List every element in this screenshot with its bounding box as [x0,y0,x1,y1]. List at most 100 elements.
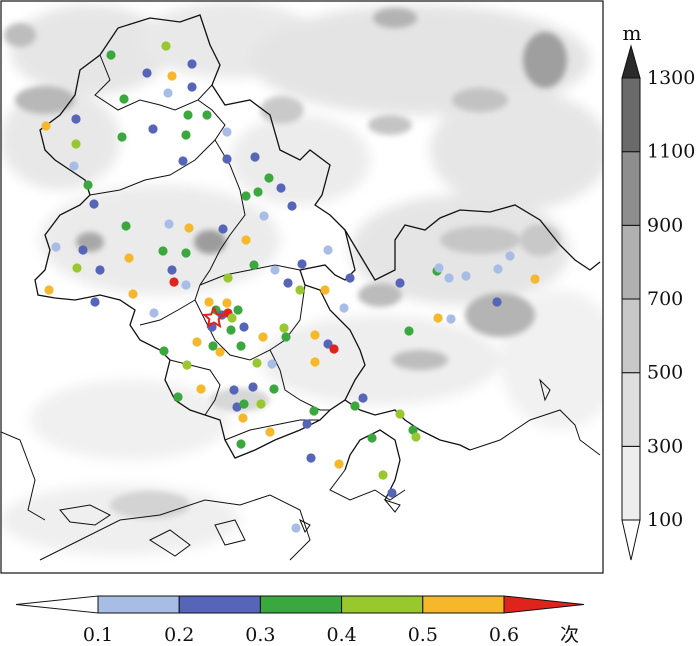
station-dot [334,459,344,469]
station-dot [358,393,368,403]
station-dot [239,322,249,332]
station-dot [258,332,268,342]
station-dot [69,161,79,171]
station-dot [241,235,251,245]
station-dot [310,357,320,367]
station-dot [223,273,233,283]
station-dot [178,156,188,166]
frequency-segment [341,595,424,614]
station-dot [320,285,330,295]
station-dot [182,360,192,370]
station-dot [256,399,266,409]
station-dot [163,88,173,98]
station-dot [187,59,197,69]
station-dot [233,305,243,315]
station-dot [350,401,360,411]
elevation-colorbar: m 100 300 500 700 900 1100 1300 [621,21,695,561]
station-dot [387,488,397,498]
station-dot [184,223,194,233]
elevation-segment [621,77,641,153]
elevation-segment [621,445,641,521]
elevation-tick-label: 1300 [647,67,695,89]
station-dot [239,399,249,409]
station-dot [253,187,263,197]
station-dot [339,303,349,313]
map-frame [0,0,604,574]
station-dot [295,285,305,295]
station-dot [204,297,214,307]
frequency-tick-label: 0.2 [164,624,194,646]
station-dot [181,130,191,140]
frequency-segment [503,595,585,614]
station-dot [148,124,158,134]
station-dot [229,385,239,395]
station-dot [310,330,320,340]
station-dot [124,253,134,263]
station-dot [236,439,246,449]
station-dot [187,82,197,92]
elevation-segment [621,519,641,561]
station-dot [461,271,471,281]
station-dot [433,313,443,323]
elevation-tick-label: 300 [647,435,683,457]
station-dot [248,382,258,392]
station-dot [236,341,246,351]
elevation-segment [621,372,641,447]
station-dot [51,242,61,252]
station-dot [222,298,232,308]
station-dot [329,344,339,354]
station-dot [249,260,259,270]
station-dot [173,392,183,402]
station-dot [208,341,218,351]
epicenter-star [202,305,226,329]
station-dot [276,183,286,193]
elevation-tick-label: 500 [647,362,683,384]
station-dot [411,432,421,442]
station-dot [72,263,82,273]
station-dot [226,325,236,335]
station-dot [183,110,193,120]
station-dot [241,191,251,201]
frequency-tick-label: 0.4 [326,624,356,646]
terrain-ridges [4,8,567,519]
station-dot [264,173,274,183]
station-dot [281,332,291,342]
elevation-tick-label: 100 [647,509,683,531]
station-dot [44,285,54,295]
station-dot [71,114,81,124]
station-dot [283,278,293,288]
station-dot [302,419,312,429]
station-dot [252,358,262,368]
station-dot [181,280,191,290]
coastline [1,378,601,561]
station-dot [408,425,418,435]
station-dot [167,265,177,275]
station-dot [444,273,454,283]
stations-layer [41,41,540,533]
station-dot [222,127,232,137]
station-dot [71,139,81,149]
frequency-segment [178,595,261,614]
station-dot [142,68,152,78]
station-dot [106,50,116,60]
station-dot [446,314,456,324]
frequency-colorbar: 0.1 0.2 0.3 0.4 0.5 0.6 次 [15,595,585,646]
station-dot [83,180,93,190]
map-panel [1,1,603,573]
station-dot [378,470,388,480]
station-dot [291,523,301,533]
elevation-tick-label: 1100 [647,141,695,163]
station-dot [196,384,206,394]
station-dot [192,337,202,347]
station-dot [250,152,260,162]
station-dot [265,427,275,437]
elevation-segment [621,44,641,79]
frequency-unit: 次 [560,624,579,646]
station-dot [161,41,171,51]
station-dot [309,406,319,416]
frequency-segment [259,595,343,614]
station-dot [218,224,228,234]
station-dot [149,308,159,318]
station-dot [117,132,127,142]
elevation-unit: m [623,21,642,45]
